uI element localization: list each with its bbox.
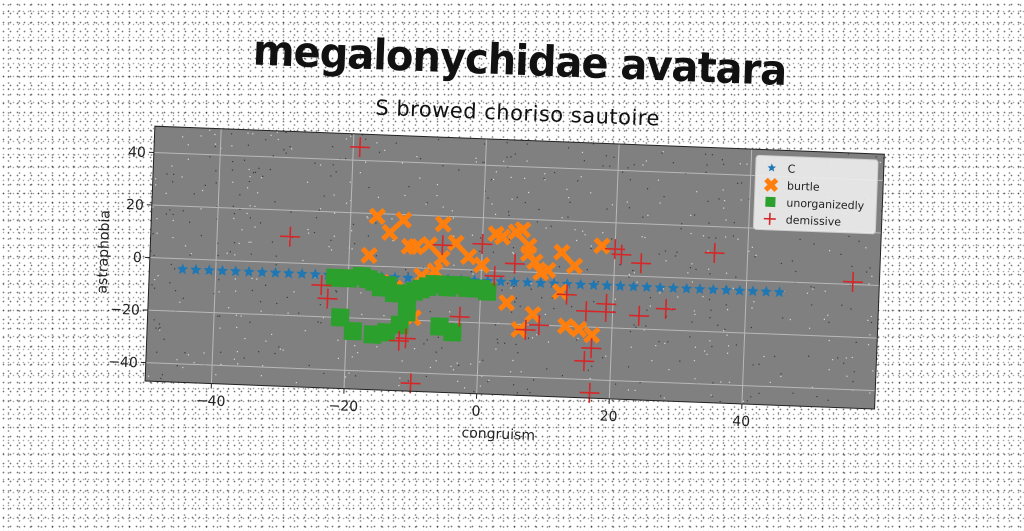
- point-burtle: [569, 261, 579, 271]
- point-burtle: [536, 267, 546, 277]
- y-tick-label: −20: [110, 302, 140, 319]
- point-burtle: [404, 241, 414, 251]
- point-burtle: [502, 298, 512, 308]
- point-burtle: [528, 309, 538, 319]
- point-burtle: [518, 225, 528, 235]
- y-tick-label: −40: [108, 354, 138, 371]
- point-burtle: [364, 250, 374, 260]
- point-burtle: [574, 324, 584, 334]
- point-unorganizedly: [344, 322, 363, 341]
- point-burtle: [463, 251, 473, 261]
- point-burtle: [523, 248, 533, 258]
- point-burtle: [557, 247, 567, 257]
- x-tick-label: 20: [599, 408, 617, 425]
- point-burtle: [451, 238, 461, 248]
- legend-label-C: C: [787, 163, 795, 176]
- point-burtle: [430, 266, 440, 276]
- y-tick-label: 20: [126, 197, 144, 214]
- point-burtle: [497, 232, 507, 242]
- x-tick-label: −40: [196, 393, 226, 410]
- point-burtle: [476, 260, 486, 270]
- point-burtle: [560, 321, 570, 331]
- point-burtle: [438, 219, 448, 229]
- point-burtle: [555, 287, 565, 297]
- x-axis-label: congruism: [461, 425, 535, 444]
- point-unorganizedly: [397, 303, 416, 322]
- y-axis-label: astraphobia: [94, 210, 113, 294]
- x-tick-label: 40: [732, 414, 750, 431]
- legend-label-demissive: demissive: [785, 213, 841, 228]
- point-burtle: [372, 211, 382, 221]
- point-burtle: [398, 215, 408, 225]
- y-tick-label: 40: [128, 144, 146, 161]
- x-tick-label: 0: [471, 404, 481, 420]
- y-tick-label: 0: [133, 250, 143, 266]
- legend-marker-burtle: [767, 181, 774, 188]
- point-burtle: [385, 227, 395, 237]
- point-burtle: [597, 241, 607, 251]
- x-tick-label: −20: [328, 398, 358, 415]
- legend-label-burtle: burtle: [787, 180, 820, 194]
- legend-marker-unorganizedly: [765, 197, 775, 207]
